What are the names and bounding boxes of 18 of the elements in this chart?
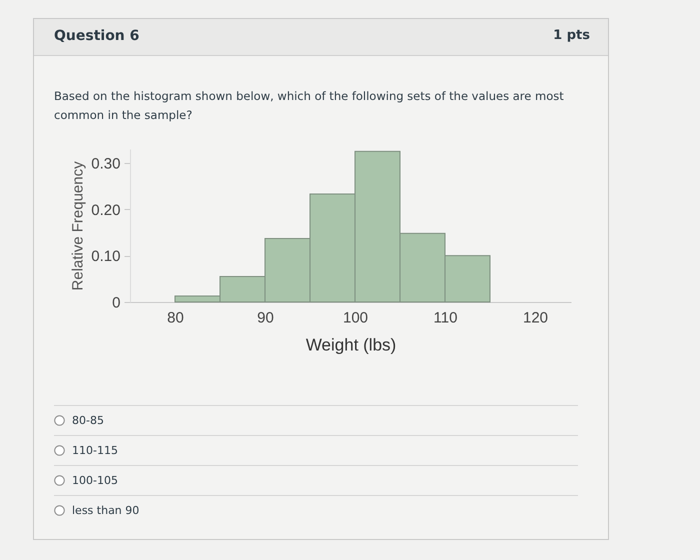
y-tick-label: 0.20 xyxy=(91,202,120,219)
chart-subtitle: Based on the histogram shown below, which of the following sets of the values are most common in the sample? xyxy=(54,88,565,124)
x-tick-label: 90 xyxy=(257,310,274,326)
chart-title: Question 6 xyxy=(54,28,140,44)
text: 1 pts xyxy=(553,28,590,43)
x-axis-title: Weight (lbs) xyxy=(306,336,396,354)
y-axis-title: Relative Frequency xyxy=(69,160,86,291)
y-tick-label: 0 xyxy=(112,294,120,312)
text: 110-115 xyxy=(72,444,118,457)
y-tick-label: 0.10 xyxy=(91,248,120,266)
x-tick-label: 120 xyxy=(522,310,548,326)
text: less than 90 xyxy=(72,504,140,517)
y-tick-label: 0.30 xyxy=(91,155,120,172)
text: 80-85 xyxy=(72,414,104,427)
x-tick-label: 100 xyxy=(342,310,368,326)
x-tick-label: 110 xyxy=(434,310,458,326)
text: 100-105 xyxy=(72,474,118,487)
x-tick-label: 80 xyxy=(167,310,184,326)
